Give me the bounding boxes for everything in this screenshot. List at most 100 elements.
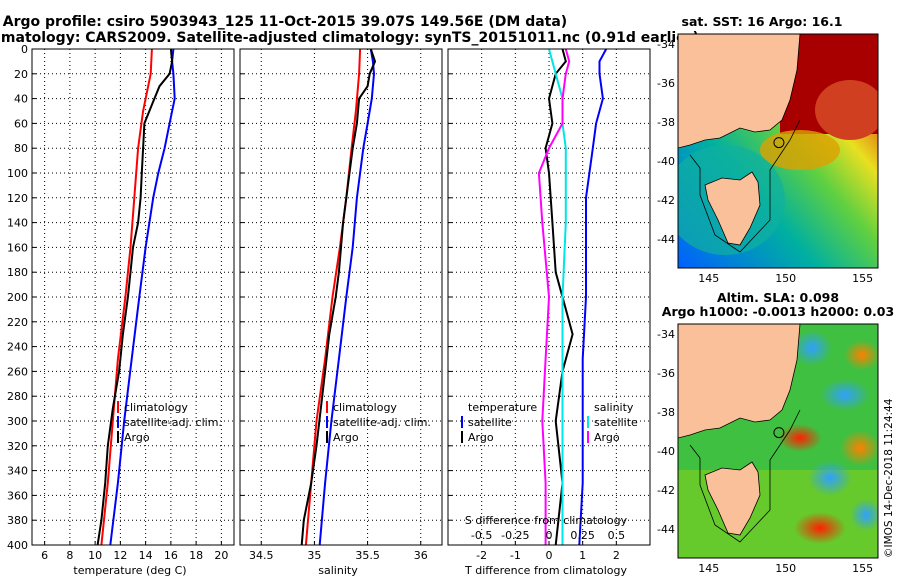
y-tick-label: 180: [7, 266, 28, 279]
lat-tick-label: -44: [657, 523, 675, 536]
salinity-panel: 34.5 35 35.5 36 salinity climatology satell…: [239, 48, 443, 577]
salinity-difference-tick: 0.5: [608, 529, 626, 542]
temperature-panel: 0 20 40 60 80 100 120 140 160 180 200 220 240 260 280 3…: [7, 43, 235, 577]
y-tick-label: 200: [7, 291, 28, 304]
difference-legend: temperature satellite Argo salinity sate…: [461, 401, 638, 444]
isobath-contour: [689, 409, 801, 543]
sla-frame: [677, 323, 879, 559]
y-tick-label: 380: [7, 514, 28, 527]
lat-tick-label: -38: [657, 116, 675, 129]
series-line-argo: [300, 48, 377, 546]
x-tick-label: 12: [113, 549, 127, 562]
lon-tick-label: 145: [698, 272, 719, 285]
y-tick-label: 320: [7, 440, 28, 453]
difference-series: [537, 48, 608, 546]
sla-low-3: [808, 460, 852, 496]
x-tick-label: -2: [476, 549, 487, 562]
difference-top-xlabel: S difference from climatology: [465, 514, 628, 527]
difference-xlabel: T difference from climatology: [464, 564, 627, 577]
salinity-difference-tick: -0.5: [471, 529, 492, 542]
lat-tick-label: -42: [657, 484, 675, 497]
depth-tick-labels: 0 20 40 60 80 100 120 140 160 180 200 220 240 260 280 3…: [7, 43, 28, 552]
tasmania: [704, 171, 761, 246]
y-tick-label: 100: [7, 167, 28, 180]
lat-tick-label: -36: [657, 77, 675, 90]
x-tick-label: 35.5: [355, 549, 380, 562]
lat-tick-label: -36: [657, 367, 675, 380]
series-line-s-satellite: [548, 48, 567, 545]
salinity-grid: [240, 48, 442, 546]
lat-tick-label: -40: [657, 155, 675, 168]
y-tick-label: 400: [7, 539, 28, 552]
series-line-satellite-adj-clim-: [109, 48, 176, 546]
x-tick-label: -1: [510, 549, 521, 562]
salinity-xlabel: salinity: [318, 564, 358, 577]
x-tick-label: 36: [414, 549, 428, 562]
legend-t-argo: Argo: [468, 431, 494, 444]
lat-tick-label: -40: [657, 445, 675, 458]
argo-position-marker: [773, 427, 785, 439]
y-tick-label: 0: [21, 43, 28, 56]
sla-map-title-2: Argo h1000: -0.0013 h2000: 0.03: [662, 304, 894, 319]
x-tick-label: 34.5: [249, 549, 274, 562]
sla-field: [678, 324, 878, 558]
temperature-legend: climatology satellite-adj. clim. Argo: [117, 401, 222, 444]
sst-map-title: sat. SST: 16 Argo: 16.1: [682, 14, 843, 29]
series-line-t-argo: [544, 48, 574, 546]
y-tick-label: 300: [7, 415, 28, 428]
y-tick-label: 260: [7, 365, 28, 378]
legend-t-satellite: satellite: [468, 416, 512, 429]
y-tick-label: 340: [7, 465, 28, 478]
legend-temperature-heading: temperature: [468, 401, 537, 414]
salinity-difference-tick: -0.25: [501, 529, 529, 542]
lat-tick-label: -44: [657, 233, 675, 246]
sst-tick-labels: 145 150 155 -34 -36 -38 -40 -42 -44: [657, 38, 873, 285]
lat-tick-label: -34: [657, 38, 675, 51]
y-tick-label: 140: [7, 217, 28, 230]
lat-tick-label: -42: [657, 194, 675, 207]
mainland: [678, 324, 801, 439]
sst-map: sat. SST: 16 Argo: 16.1 145 150 155 -34 -36 -…: [657, 14, 879, 285]
sst-front: [760, 130, 840, 170]
y-tick-label: 360: [7, 489, 28, 502]
y-tick-label: 80: [14, 142, 28, 155]
sla-map-title-1: Altim. SLA: 0.098: [717, 290, 839, 305]
sst-frame: [677, 33, 879, 269]
imos-watermark: ©IMOS 14-Dec-2018 11:24:44: [883, 398, 895, 558]
legend-satellite-adj: satellite-adj. clim.: [333, 416, 431, 429]
sla-low-1: [792, 330, 832, 366]
lon-tick-label: 150: [775, 272, 796, 285]
salinity-difference-tick-labels: -0.5 -0.25 0 0.25 0.5: [471, 529, 625, 542]
y-tick-label: 160: [7, 241, 28, 254]
sst-eddy: [815, 80, 878, 140]
x-tick-label: 6: [41, 549, 48, 562]
series-line-satellite-adj-clim-: [318, 48, 376, 546]
legend-argo: Argo: [333, 431, 359, 444]
series-line-climatology: [100, 48, 153, 546]
temperature-frame: [31, 48, 235, 546]
isobath-contour: [689, 119, 801, 253]
sla-high-4: [794, 512, 846, 544]
x-tick-label: 0: [546, 549, 553, 562]
legend-argo: Argo: [124, 431, 150, 444]
sla-map: Altim. SLA: 0.098 Argo h1000: -0.0013 h2…: [657, 290, 894, 575]
x-tick-label: 16: [164, 549, 178, 562]
temperature-grid: [32, 48, 234, 546]
salinity-series: [300, 48, 377, 546]
series-line-argo: [96, 48, 174, 546]
legend-s-satellite: satellite: [594, 416, 638, 429]
y-tick-label: 60: [14, 117, 28, 130]
legend-climatology: climatology: [124, 401, 188, 414]
lon-tick-label: 150: [775, 562, 796, 575]
tasmania: [704, 461, 761, 536]
lat-tick-label: -38: [657, 406, 675, 419]
series-line-climatology: [304, 48, 362, 546]
salinity-legend: climatology satellite-adj. clim. Argo: [326, 401, 431, 444]
legend-s-argo: Argo: [594, 431, 620, 444]
legend-climatology: climatology: [333, 401, 397, 414]
sla-tick-labels: 145 150 155 -34 -36 -38 -40 -42 -44: [657, 328, 873, 575]
difference-tick-labels: -2 -1 0 1 2: [476, 549, 620, 562]
salinity-difference-tick: 0.25: [570, 529, 595, 542]
difference-frame: [447, 48, 651, 546]
